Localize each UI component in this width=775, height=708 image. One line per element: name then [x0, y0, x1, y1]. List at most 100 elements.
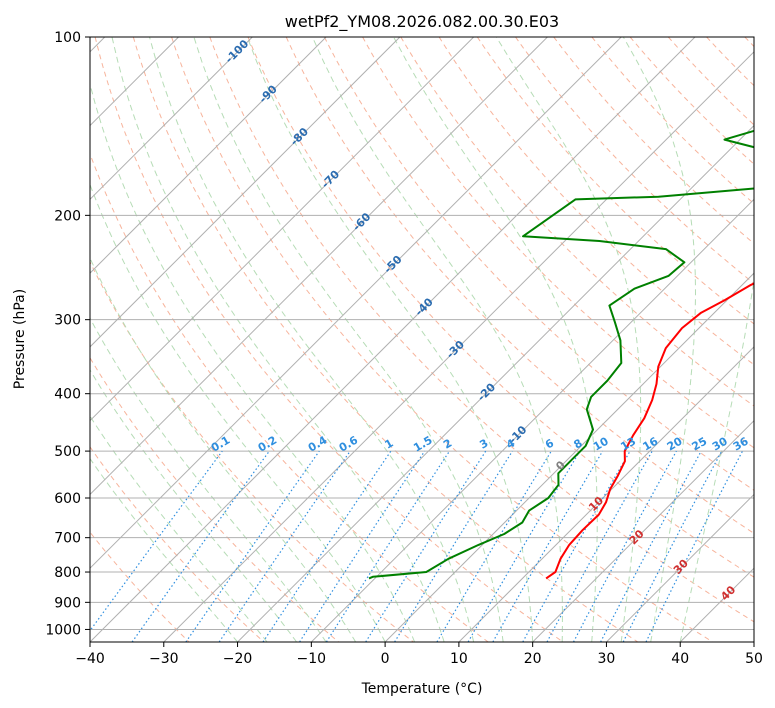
- moist-adiabat-line: [393, 37, 598, 642]
- line-labels: -100-90-80-70-60-50-40-30-20-10010203040…: [209, 37, 751, 603]
- y-tick-label: 300: [54, 313, 81, 329]
- y-tick-label: 400: [54, 387, 81, 403]
- isotherm-line: [606, 493, 754, 642]
- x-tick-label: −20: [223, 651, 253, 667]
- moist-adiabat-line: [90, 317, 327, 642]
- x-tick-label: 40: [671, 651, 689, 667]
- mixing-ratio-label: 2: [441, 437, 454, 452]
- x-tick-label: −30: [149, 651, 179, 667]
- dry-adiabat-line: [247, 37, 754, 578]
- isotherm-line: [90, 37, 327, 274]
- isotherm-line: [90, 37, 548, 496]
- x-tick-label: −40: [75, 651, 105, 667]
- dry-adiabat-line: [629, 37, 754, 165]
- moist-adiabat-line: [111, 37, 445, 642]
- x-axis: −40 −30 −20 −10 0 10 20 30 40 50: [75, 642, 763, 667]
- isotherm-line: [163, 51, 754, 642]
- dry-adiabat-line: [90, 531, 190, 642]
- moist-adiabat-line: [90, 256, 357, 642]
- dry-adiabat-line: [90, 152, 489, 642]
- dry-adiabat-line: [94, 37, 564, 642]
- moist-adiabat-line: [90, 183, 386, 642]
- y-axis: 100 200 300 400 500 600 700 800 900 1000: [45, 30, 90, 638]
- isotherm-line: [90, 37, 475, 422]
- moist-adiabat-line: [90, 82, 416, 642]
- isotherm-label: 30: [671, 557, 691, 577]
- x-tick-label: −10: [297, 651, 327, 667]
- mixing-ratio-line: [185, 450, 320, 642]
- mixing-ratio-line: [546, 450, 653, 642]
- isotherm-line: [237, 124, 754, 642]
- mixing-ratio-line: [467, 450, 581, 642]
- dry-adiabat-line: [171, 37, 713, 642]
- mixing-ratio-line: [299, 450, 426, 642]
- dewpoint-profile-line: [368, 129, 754, 580]
- dry-adiabat-line: [209, 37, 754, 623]
- isotherm-label: 10: [586, 494, 606, 514]
- moist-adiabat-line: [246, 37, 534, 642]
- y-tick-label: 100: [54, 30, 81, 46]
- isotherm-line: [90, 37, 253, 201]
- moist-adiabat-line: [90, 457, 238, 642]
- isotherm-line: [753, 641, 754, 642]
- moist-adiabat-line: [311, 37, 563, 642]
- isotherm-line: [90, 37, 401, 348]
- mixing-ratio-line: [522, 450, 631, 642]
- y-tick-label: 700: [54, 531, 81, 547]
- y-tick-label: 1000: [45, 622, 81, 638]
- dry-adiabat-line: [90, 260, 414, 642]
- moist-adiabat-line: [193, 37, 504, 642]
- y-tick-label: 800: [54, 565, 81, 581]
- moist-adiabat-line: [495, 37, 642, 642]
- dry-adiabat-line: [515, 37, 754, 285]
- x-tick-label: 0: [381, 651, 390, 667]
- temperature-profile-line: [545, 282, 754, 580]
- y-tick-label: 600: [54, 491, 81, 507]
- chart-title: wetPf2_YM08.2026.082.00.30.E03: [285, 12, 559, 32]
- isotherm-line: [310, 198, 754, 642]
- dry-adiabat-line: [90, 356, 339, 642]
- plot-frame: [89, 36, 755, 643]
- moist-adiabat-line: [90, 368, 298, 642]
- dry-adiabat-line: [591, 37, 754, 205]
- x-axis-label: Temperature (°C): [361, 681, 483, 697]
- x-tick-label: 50: [745, 651, 763, 667]
- mixing-ratio-line: [436, 450, 552, 642]
- series-layer: [368, 129, 754, 580]
- mixing-ratio-line: [572, 450, 677, 642]
- x-tick-label: 30: [598, 651, 616, 667]
- mixing-ratio-line: [218, 450, 351, 642]
- moist-adiabat-line: [90, 415, 268, 642]
- dry-adiabat-line: [553, 37, 754, 245]
- dry-adiabat-line: [132, 37, 639, 642]
- y-tick-label: 900: [54, 595, 81, 611]
- dry-adiabat-line: [744, 37, 754, 48]
- isotherm-line: [90, 37, 622, 569]
- isotherm-line: [90, 37, 696, 642]
- isotherm-line: [458, 346, 754, 642]
- isotherm-line: [679, 567, 754, 642]
- mixing-ratio-line: [131, 450, 270, 642]
- dry-adiabat-line: [90, 446, 265, 642]
- x-tick-label: 20: [524, 651, 542, 667]
- moist-adiabat-line: [622, 37, 697, 642]
- y-tick-label: 200: [54, 208, 81, 224]
- isotherm-line: [532, 419, 754, 642]
- dry-adiabat-line: [706, 37, 754, 87]
- y-tick-label: 500: [54, 444, 81, 460]
- dry-adiabat-line: [476, 37, 754, 325]
- moist-adiabat-line: [149, 37, 475, 642]
- mixing-ratio-line: [365, 450, 487, 642]
- dry-adiabat-line: [400, 37, 754, 407]
- dry-adiabat-line: [438, 37, 754, 366]
- mixing-ratio-line: [325, 450, 450, 642]
- x-tick-label: 10: [450, 651, 468, 667]
- mixing-ratio-label: 1: [383, 437, 396, 452]
- mixing-ratio-line: [90, 450, 223, 632]
- mixing-ratio-line: [645, 450, 744, 642]
- mixing-ratio-line: [262, 450, 392, 642]
- dry-adiabat-line: [362, 37, 754, 449]
- y-axis-label: Pressure (hPa): [12, 289, 28, 389]
- mixing-ratio-line: [394, 450, 513, 642]
